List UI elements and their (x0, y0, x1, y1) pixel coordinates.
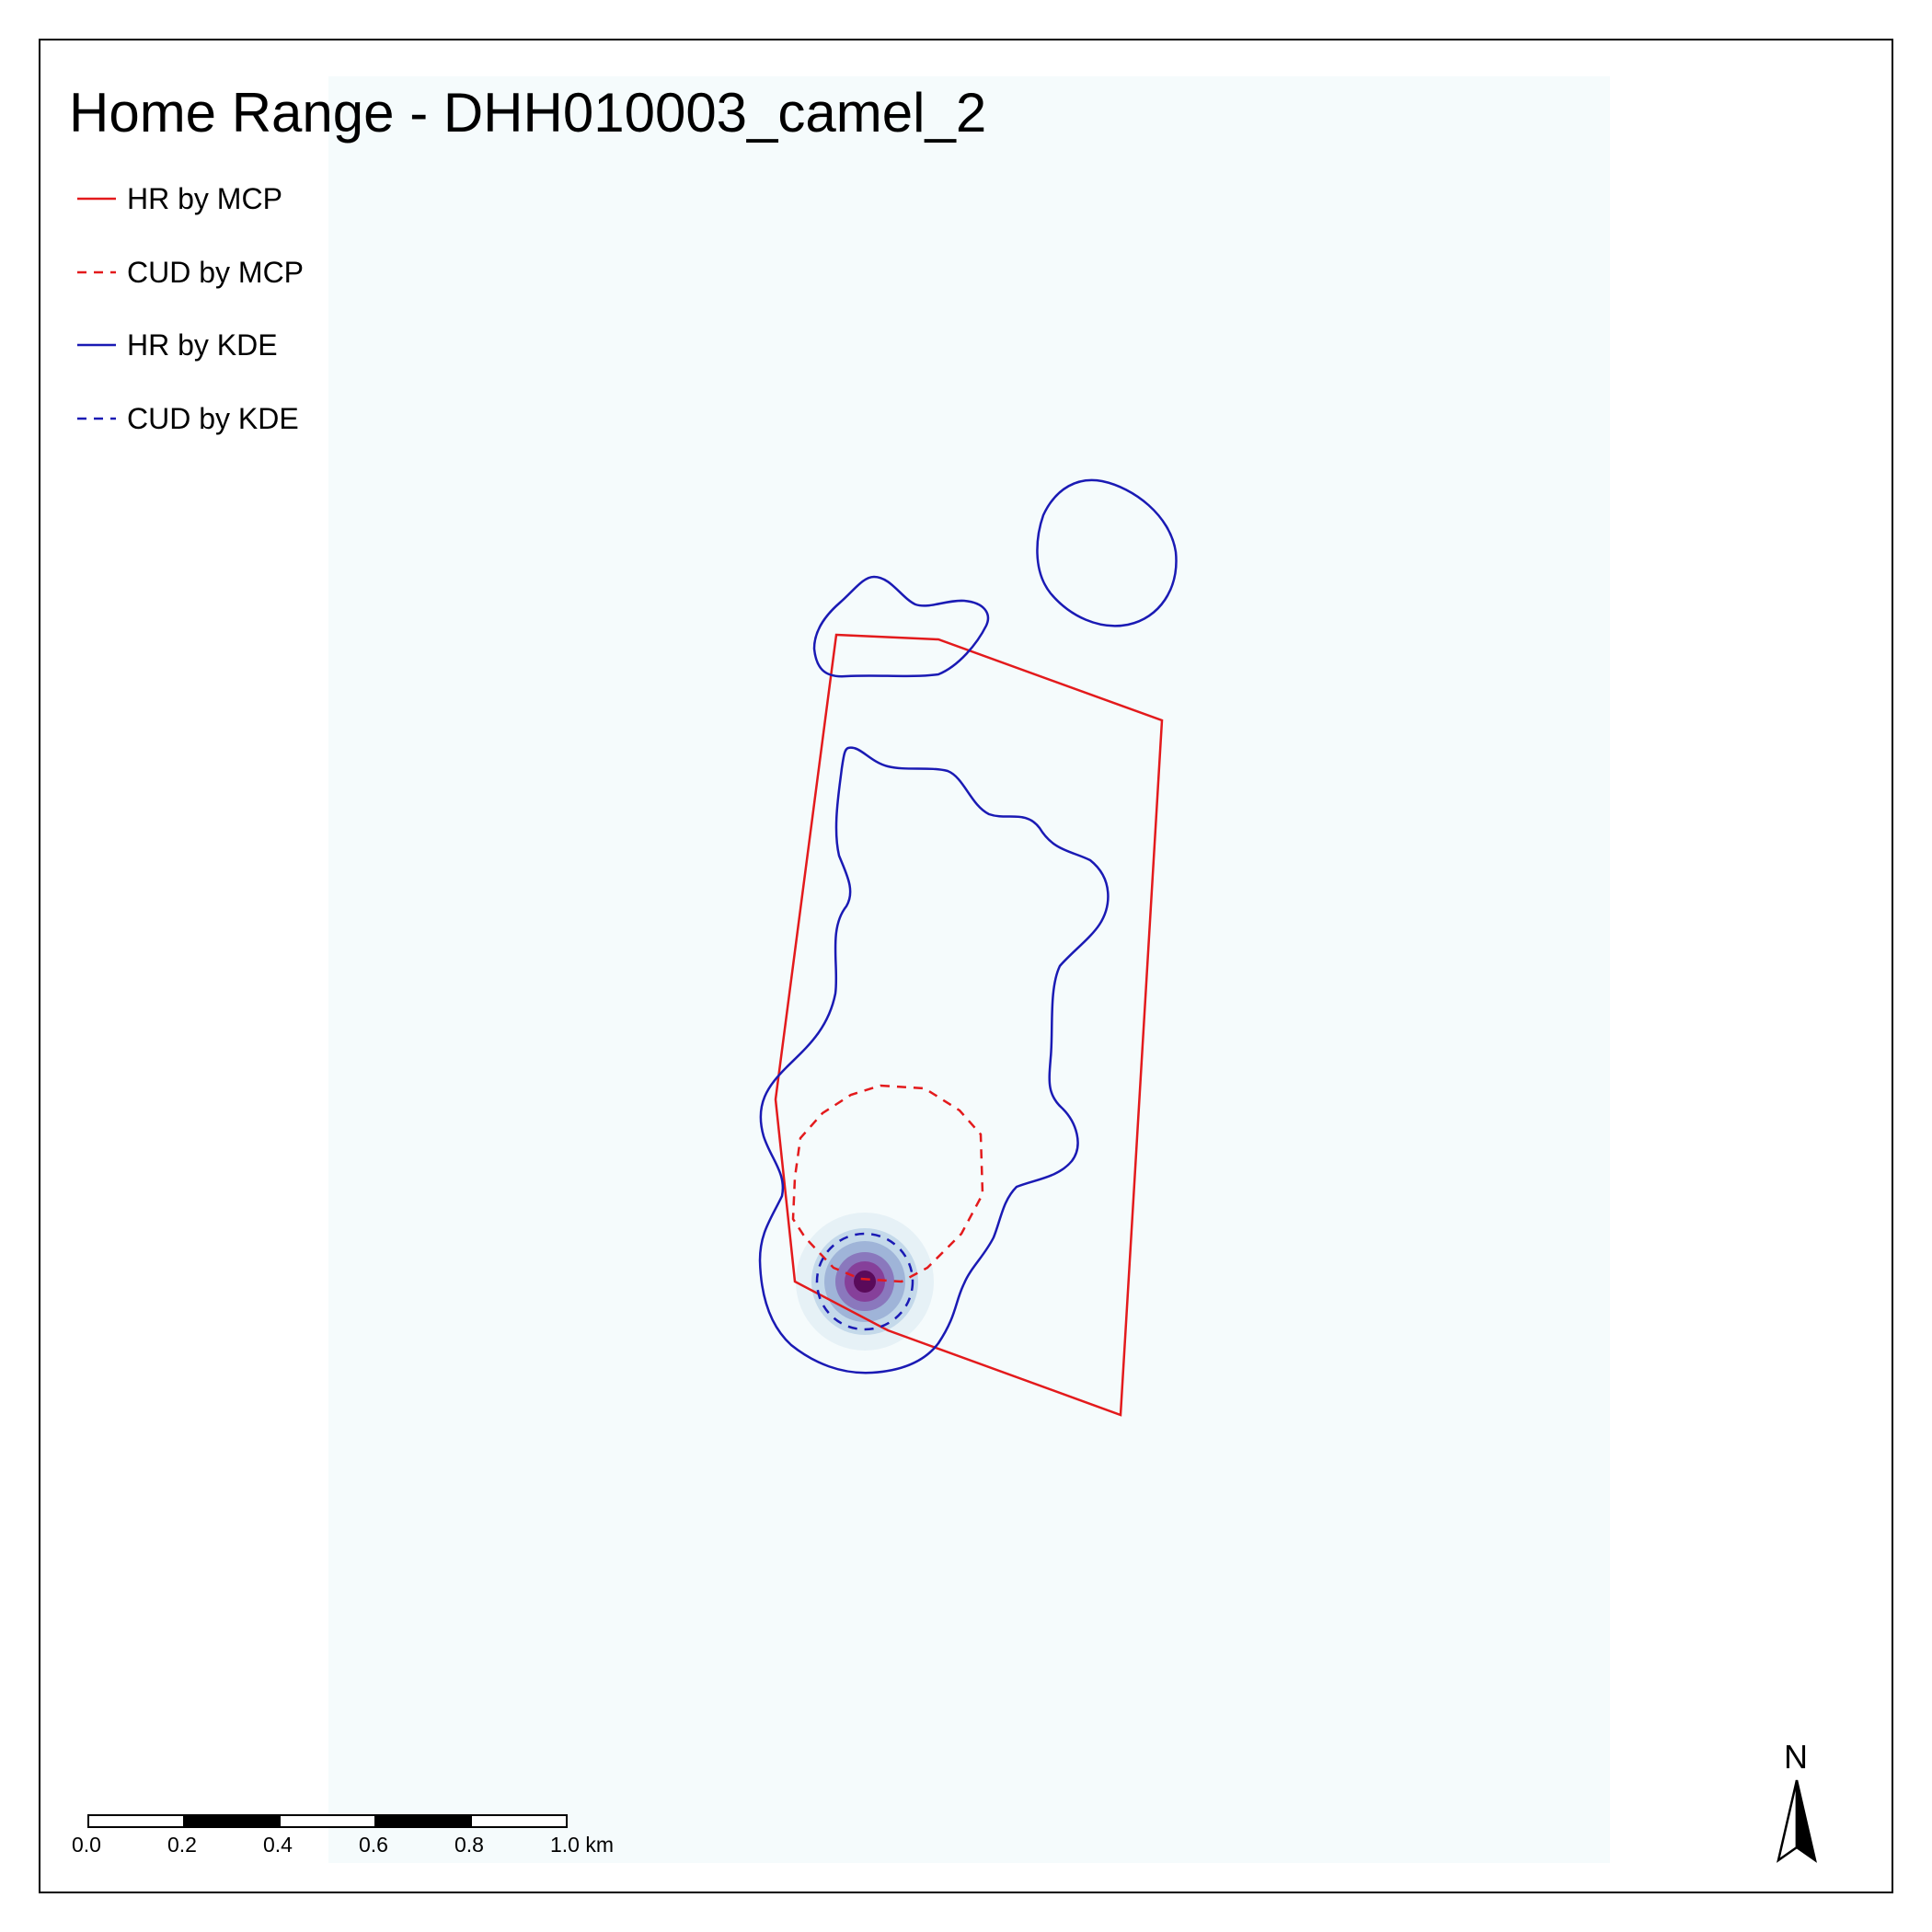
legend-label-cud-kde: CUD by KDE (127, 402, 299, 435)
legend-label-hr-kde: HR by KDE (127, 328, 278, 362)
legend-item-hr-kde: HR by KDE (77, 328, 278, 362)
hr-kde-polygon-circle (1036, 478, 1178, 627)
scale-bar-segment (87, 1814, 185, 1828)
hr-kde-polygon-main (758, 746, 1110, 1374)
scale-bar-label: 0.8 (454, 1833, 484, 1857)
map-title: Home Range - DHH010003_camel_2 (69, 82, 986, 144)
legend-label-hr-mcp: HR by MCP (127, 182, 282, 215)
legend-label-cud-mcp: CUD by MCP (127, 256, 304, 289)
scale-bar-label: 0.4 (263, 1833, 293, 1857)
scale-bar-segment (183, 1814, 281, 1828)
hr-mcp-polygon (774, 633, 1164, 1417)
scale-bar-label: 1.0 km (550, 1833, 614, 1857)
legend-item-cud-kde: CUD by KDE (77, 402, 299, 435)
cud-mcp-polygon (791, 1084, 984, 1283)
cud-kde-polygon (815, 1232, 914, 1331)
density-raster-extent (328, 76, 1610, 1863)
scale-bar-segment (374, 1814, 472, 1828)
legend-item-hr-mcp: HR by MCP (77, 182, 282, 215)
scale-bar-segment (470, 1814, 568, 1828)
scale-bar-label: 0.2 (167, 1833, 197, 1857)
scale-bar-label: 0.0 (72, 1833, 101, 1857)
legend: HR by MCP CUD by MCP HR by KDE CUD by KD… (77, 182, 304, 435)
hr-kde-polygon-north (812, 575, 990, 678)
map-frame (39, 39, 1893, 1893)
scale-bar-segment (279, 1814, 376, 1828)
scale-bar-label: 0.6 (359, 1833, 388, 1857)
north-arrow-icon: N (1777, 1738, 1817, 1863)
legend-item-cud-mcp: CUD by MCP (77, 256, 304, 289)
north-label: N (1784, 1738, 1808, 1776)
scale-bar: 0.0 0.2 0.4 0.6 0.8 1.0 km (72, 1814, 614, 1857)
